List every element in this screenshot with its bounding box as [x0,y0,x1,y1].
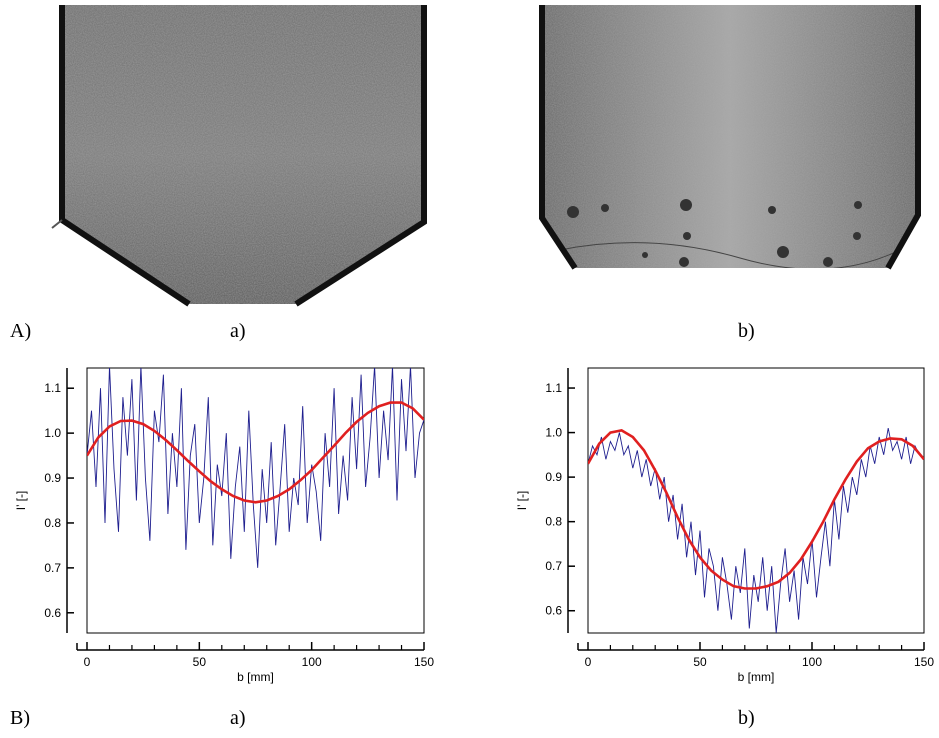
y-tick-label: 0.6 [545,604,562,618]
fit-line [87,401,424,504]
panel-label: B) [10,707,30,729]
y-tick-label: 0.8 [545,515,562,529]
y-tick-label: 1.0 [44,426,61,440]
panel-label: b) [738,707,755,729]
x-tick-label: 50 [693,655,707,669]
x-tick-label: 150 [914,655,934,669]
y-tick-label: 0.7 [545,559,562,573]
y-tick-label: 0.9 [44,471,61,485]
x-tick-label: 50 [193,655,207,669]
y-tick-label: 1.1 [545,381,562,395]
chart: 0.6 0.7 0.8 0.9 1.0 1.1 I’ [-] 0 50 100 150 b [mm] [14,367,434,684]
x-tick-label: 0 [585,655,592,669]
measured-line [87,368,424,568]
panel-label: b) [738,320,755,342]
x-axis-label: b [mm] [237,670,274,684]
y-tick-label: 0.6 [44,606,61,620]
photo-a [51,5,427,307]
plot-frame [86,367,425,634]
y-tick-label: 0.7 [44,561,61,575]
fit-line [588,429,924,590]
y-tick-label: 0.8 [44,516,61,530]
y-tick-label: 0.9 [545,470,562,484]
x-tick-label: 150 [414,655,434,669]
panel-label: a) [230,707,246,729]
x-tick-label: 0 [84,655,91,669]
photo-b [539,5,921,270]
x-axis-label: b [mm] [738,670,775,684]
x-tick-label: 100 [302,655,322,669]
x-tick-label: 100 [802,655,822,669]
y-axis-label: I’ [-] [14,491,28,511]
y-tick-label: 1.0 [545,426,562,440]
y-tick-label: 1.1 [44,381,61,395]
chart: 0.6 0.7 0.8 0.9 1.0 1.1 I’ [-] 0 50 100 150 b [mm] [515,367,934,684]
plot-frame [587,367,925,634]
panel-label: a) [230,320,246,342]
panel-label: A) [10,320,31,342]
y-axis-label: I’ [-] [515,491,529,511]
